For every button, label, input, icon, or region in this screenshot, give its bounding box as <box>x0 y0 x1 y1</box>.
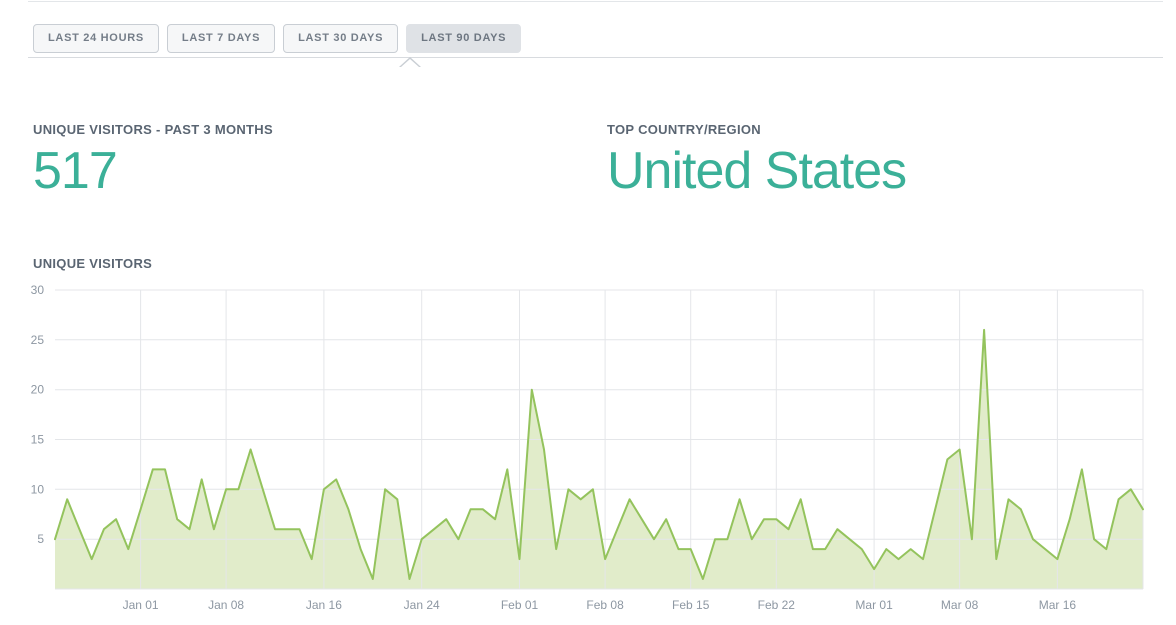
tab-last-24-hours[interactable]: LAST 24 HOURS <box>33 24 159 53</box>
x-axis-tick-label: Mar 16 <box>1039 598 1077 612</box>
unique-visitors-stat-label: UNIQUE VISITORS - PAST 3 MONTHS <box>33 122 273 137</box>
unique-visitors-stat-value: 517 <box>33 142 118 200</box>
tabs-divider <box>28 57 1163 58</box>
x-axis-tick-label: Mar 01 <box>855 598 893 612</box>
x-axis-tick-label: Feb 15 <box>672 598 710 612</box>
x-axis-tick-label: Feb 08 <box>586 598 624 612</box>
selected-tab-notch-fill <box>401 59 419 67</box>
time-range-tabs: LAST 24 HOURS LAST 7 DAYS LAST 30 DAYS L… <box>33 24 522 53</box>
chart-line <box>54 328 1144 580</box>
y-axis-tick-label: 15 <box>31 433 45 447</box>
x-axis-tick-label: Mar 08 <box>941 598 979 612</box>
tab-last-30-days[interactable]: LAST 30 DAYS <box>283 24 399 53</box>
unique-visitors-stat: UNIQUE VISITORS - PAST 3 MONTHS 517 <box>33 122 273 197</box>
chart-title: UNIQUE VISITORS <box>33 256 153 271</box>
y-axis-tick-label: 5 <box>37 532 44 546</box>
top-divider <box>28 1 1163 2</box>
x-axis-tick-label: Jan 16 <box>306 598 342 612</box>
y-axis-tick-label: 10 <box>31 482 45 496</box>
y-axis-tick-label: 25 <box>31 333 45 347</box>
top-country-stat-value: United States <box>607 142 907 200</box>
top-country-stat-label: TOP COUNTRY/REGION <box>607 122 761 137</box>
y-axis-tick-label: 30 <box>31 283 45 297</box>
tab-last-7-days[interactable]: LAST 7 DAYS <box>166 24 276 53</box>
y-axis-tick-label: 20 <box>31 383 45 397</box>
x-axis-tick-label: Feb 22 <box>758 598 796 612</box>
x-axis-tick-label: Jan 08 <box>208 598 244 612</box>
x-axis-tick-label: Jan 24 <box>404 598 440 612</box>
chart-area-fill <box>55 329 1143 589</box>
top-country-stat: TOP COUNTRY/REGION United States <box>607 122 907 200</box>
tab-last-90-days[interactable]: LAST 90 DAYS <box>406 24 522 53</box>
x-axis-tick-label: Feb 01 <box>501 598 539 612</box>
x-axis-tick-label: Jan 01 <box>123 598 159 612</box>
